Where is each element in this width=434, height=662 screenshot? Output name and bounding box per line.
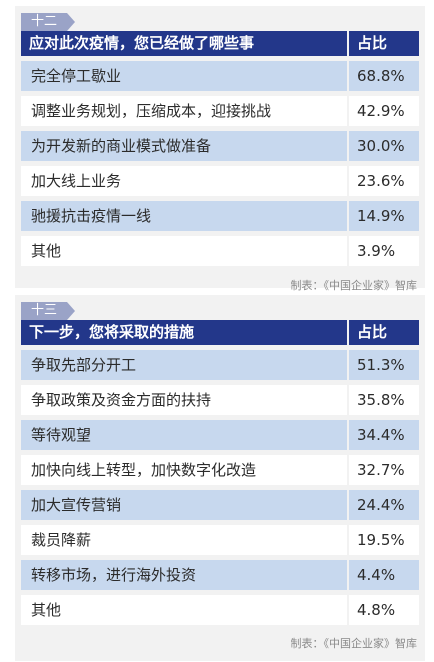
- row-label: 调整业务规划，压缩成本，迎接挑战: [21, 96, 347, 126]
- table-row: 裁员降薪 19.5%: [21, 525, 419, 555]
- row-value: 30.0%: [347, 131, 419, 161]
- table-row: 调整业务规划，压缩成本，迎接挑战 42.9%: [21, 96, 419, 126]
- row-label: 其他: [21, 595, 347, 625]
- row-value: 51.3%: [347, 350, 419, 380]
- row-value: 14.9%: [347, 201, 419, 231]
- table-row: 加快向线上转型，加快数字化改造 32.7%: [21, 455, 419, 485]
- table-number-tag: 十三: [21, 302, 76, 320]
- table-row: 等待观望 34.4%: [21, 420, 419, 450]
- row-label: 等待观望: [21, 420, 347, 450]
- table-row: 加大宣传营销 24.4%: [21, 490, 419, 520]
- table-row: 加大线上业务 23.6%: [21, 166, 419, 196]
- table-row: 其他 3.9%: [21, 236, 419, 266]
- header-share: 占比: [347, 31, 419, 56]
- row-label: 为开发新的商业模式做准备: [21, 131, 347, 161]
- table-row: 争取政策及资金方面的扶持 35.8%: [21, 385, 419, 415]
- table-row: 驰援抗击疫情一线 14.9%: [21, 201, 419, 231]
- table-header: 下一步，您将采取的措施 占比: [21, 320, 419, 345]
- table-header: 应对此次疫情，您已经做了哪些事 占比: [21, 31, 419, 56]
- row-label: 加大宣传营销: [21, 490, 347, 520]
- row-value: 19.5%: [347, 525, 419, 555]
- row-label: 完全停工歇业: [21, 61, 347, 91]
- row-label: 争取政策及资金方面的扶持: [21, 385, 347, 415]
- table-credit: 制表：《中国企业家》智库: [290, 279, 418, 292]
- survey-table-13: 十三 下一步，您将采取的措施 占比 争取先部分开工 51.3% 争取政策及资金方…: [15, 295, 425, 661]
- table-number-tag: 十二: [21, 13, 76, 31]
- table-credit: 制表：《中国企业家》智库: [290, 637, 418, 650]
- row-value: 24.4%: [347, 490, 419, 520]
- row-value: 35.8%: [347, 385, 419, 415]
- row-label: 争取先部分开工: [21, 350, 347, 380]
- row-label: 转移市场，进行海外投资: [21, 560, 347, 590]
- row-label: 加大线上业务: [21, 166, 347, 196]
- header-question: 下一步，您将采取的措施: [29, 323, 195, 341]
- table-row: 为开发新的商业模式做准备 30.0%: [21, 131, 419, 161]
- header-share: 占比: [347, 320, 419, 345]
- row-label: 驰援抗击疫情一线: [21, 201, 347, 231]
- row-value: 34.4%: [347, 420, 419, 450]
- row-value: 4.8%: [347, 595, 419, 625]
- row-label: 加快向线上转型，加快数字化改造: [21, 455, 347, 485]
- header-question: 应对此次疫情，您已经做了哪些事: [29, 34, 255, 52]
- row-label: 其他: [21, 236, 347, 266]
- row-value: 4.4%: [347, 560, 419, 590]
- row-label: 裁员降薪: [21, 525, 347, 555]
- row-value: 68.8%: [347, 61, 419, 91]
- table-row: 转移市场，进行海外投资 4.4%: [21, 560, 419, 590]
- table-row: 争取先部分开工 51.3%: [21, 350, 419, 380]
- table-row: 完全停工歇业 68.8%: [21, 61, 419, 91]
- survey-table-12: 十二 应对此次疫情，您已经做了哪些事 占比 完全停工歇业 68.8% 调整业务规…: [15, 6, 425, 292]
- row-value: 3.9%: [347, 236, 419, 266]
- row-value: 32.7%: [347, 455, 419, 485]
- row-value: 42.9%: [347, 96, 419, 126]
- table-row: 其他 4.8%: [21, 595, 419, 625]
- row-value: 23.6%: [347, 166, 419, 196]
